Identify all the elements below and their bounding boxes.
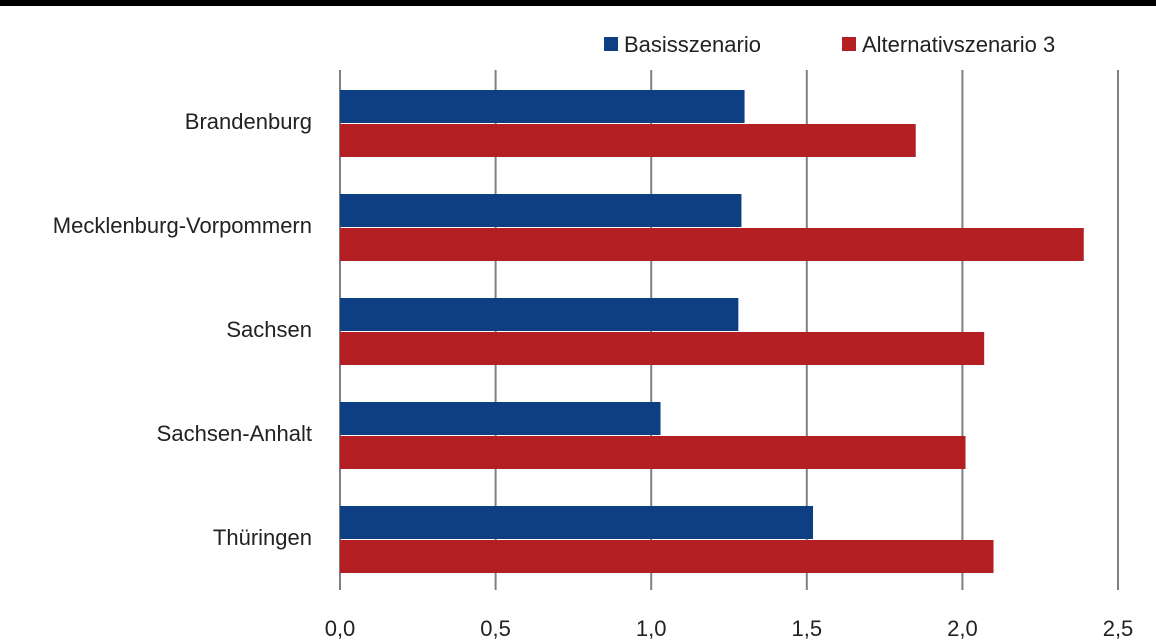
bar-alternativszenario-3 — [340, 124, 916, 157]
legend-swatch — [604, 37, 618, 51]
bar-alternativszenario-3 — [340, 332, 985, 365]
legend-swatch — [842, 37, 856, 51]
category-label: Mecklenburg-Vorpommern — [53, 213, 312, 238]
x-tick-label: 0,0 — [325, 616, 356, 641]
bar-basisszenario — [340, 90, 745, 123]
bar-basisszenario — [340, 402, 661, 435]
category-label: Thüringen — [213, 525, 312, 550]
category-label: Sachsen — [226, 317, 312, 342]
category-label: Brandenburg — [185, 109, 312, 134]
x-tick-label: 1,0 — [636, 616, 667, 641]
bar-alternativszenario-3 — [340, 228, 1084, 261]
x-tick-label: 0,5 — [480, 616, 511, 641]
bar-basisszenario — [340, 298, 739, 331]
x-tick-label: 1,5 — [792, 616, 823, 641]
x-tick-label: 2,0 — [947, 616, 978, 641]
legend-label: Basisszenario — [624, 32, 761, 57]
legend: Basisszenario Alternativszenario 3 — [604, 32, 1055, 57]
legend-label: Alternativszenario 3 — [862, 32, 1055, 57]
bars — [340, 90, 1084, 573]
x-tick-labels: 0,0 0,5 1,0 1,5 2,0 2,5 — [325, 616, 1134, 641]
category-labels: Brandenburg Mecklenburg-Vorpommern Sachsen… — [53, 109, 312, 550]
category-label: Sachsen-Anhalt — [157, 421, 312, 446]
bar-basisszenario — [340, 506, 814, 539]
x-tick-label: 2,5 — [1103, 616, 1134, 641]
bar-basisszenario — [340, 194, 742, 227]
bar-alternativszenario-3 — [340, 436, 966, 469]
top-rule — [0, 0, 1156, 6]
bar-alternativszenario-3 — [340, 540, 994, 573]
